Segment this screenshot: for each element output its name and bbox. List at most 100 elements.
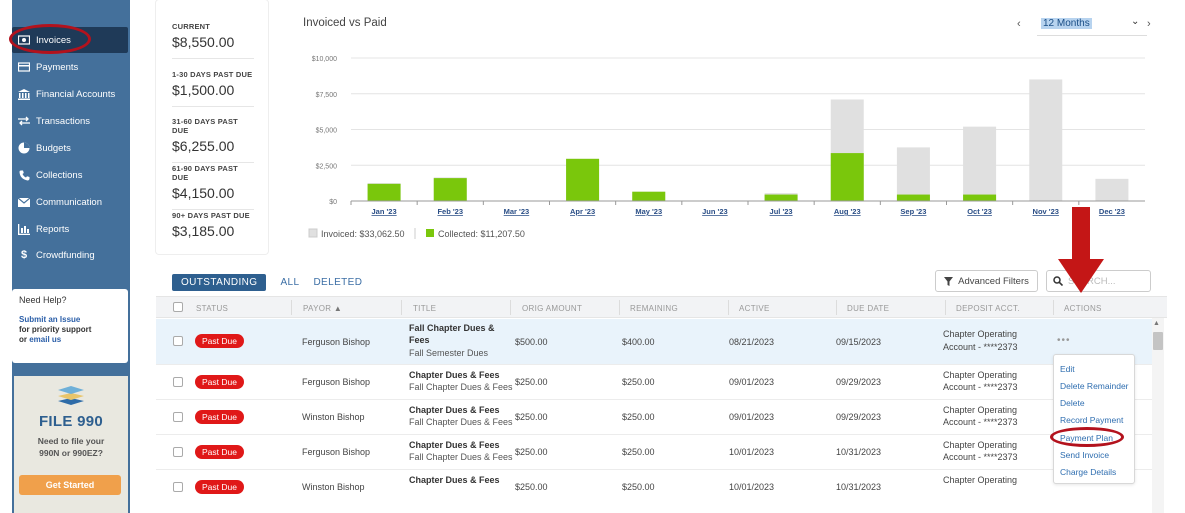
sidebar-item-collections[interactable]: Collections bbox=[12, 162, 128, 188]
menu-item-record-payment[interactable]: Record Payment bbox=[1060, 415, 1124, 425]
sidebar-item-label: Invoices bbox=[36, 34, 71, 46]
filter-icon bbox=[944, 276, 954, 286]
x-tick-label: Nov '23 bbox=[1033, 207, 1059, 216]
active-date-cell: 09/01/2023 bbox=[729, 377, 775, 387]
sidebar-item-label: Reports bbox=[36, 223, 70, 235]
column-remaining[interactable]: REMAINING bbox=[630, 304, 679, 313]
collected-bar bbox=[764, 194, 798, 201]
y-tick-label: $7,500 bbox=[316, 92, 338, 99]
summary-61-90: 61-90 DAYS PAST DUE $4,150.00 bbox=[172, 164, 254, 210]
column-actions: ACTIONS bbox=[1064, 304, 1102, 313]
invoiced-bar bbox=[896, 147, 930, 201]
menu-item-edit[interactable]: Edit bbox=[1060, 364, 1075, 374]
legend-collected-label: Collected: $11,207.50 bbox=[438, 229, 525, 239]
invoices-table-card: OUTSTANDING ALL DELETED Advanced Filters… bbox=[156, 264, 1167, 513]
x-tick-label: Jul '23 bbox=[770, 207, 793, 216]
x-tick-label: Sep '23 bbox=[900, 207, 926, 216]
sidebar-item-invoices[interactable]: Invoices bbox=[12, 27, 128, 53]
subtitle-cell: Fall Chapter Dues & Fees bbox=[409, 417, 513, 427]
collected-bar bbox=[632, 191, 666, 201]
row-checkbox[interactable] bbox=[173, 336, 183, 346]
deposit-acct-line1: Chapter Operating bbox=[943, 329, 1018, 339]
subtitle-cell: Fall Chapter Dues & Fees bbox=[409, 452, 513, 462]
payor-cell: Ferguson Bishop bbox=[302, 377, 371, 387]
table-row[interactable]: Past Due Winston Bishop Chapter Dues & F… bbox=[156, 470, 1152, 513]
sidebar-item-financial-accounts[interactable]: Financial Accounts bbox=[12, 81, 128, 107]
sidebar-item-payments[interactable]: Payments bbox=[12, 54, 128, 80]
invoiced-bar bbox=[1095, 178, 1129, 201]
row-checkbox[interactable] bbox=[173, 377, 183, 387]
collected-bar bbox=[963, 194, 997, 201]
sidebar-item-communication[interactable]: Communication bbox=[12, 189, 128, 215]
x-tick-label: Jun '23 bbox=[702, 207, 728, 216]
chart-card: Invoiced vs Paid ‹ 12 Months ⌄ › $10,000… bbox=[287, 0, 1167, 254]
table-row[interactable]: Past Due Ferguson Bishop Chapter Dues & … bbox=[156, 365, 1152, 400]
table-row[interactable]: Past Due Winston Bishop Chapter Dues & F… bbox=[156, 400, 1152, 435]
table-scrollbar[interactable]: ▲ bbox=[1152, 318, 1164, 513]
sidebar-item-label: Crowdfunding bbox=[36, 249, 95, 261]
x-tick-label: Aug '23 bbox=[834, 207, 861, 216]
or-text: or bbox=[19, 335, 27, 345]
envelope-icon bbox=[18, 196, 30, 208]
file-990-line1: Need to file your bbox=[37, 436, 105, 446]
column-title[interactable]: TITLE bbox=[413, 304, 437, 313]
sidebar-item-budgets[interactable]: Budgets bbox=[12, 135, 128, 161]
more-actions-icon[interactable]: ••• bbox=[1057, 335, 1071, 346]
sidebar-item-crowdfunding[interactable]: $ Crowdfunding bbox=[12, 242, 128, 268]
column-deposit-acct[interactable]: DEPOSIT ACCT. bbox=[956, 304, 1020, 313]
legend-invoiced-label: Invoiced: $33,062.50 bbox=[321, 229, 405, 239]
column-payor[interactable]: PAYOR ▲ bbox=[303, 304, 343, 313]
column-due-date[interactable]: DUE DATE bbox=[847, 304, 890, 313]
tab-deleted[interactable]: DELETED bbox=[313, 276, 363, 288]
scroll-thumb[interactable] bbox=[1153, 332, 1163, 350]
active-date-cell: 08/21/2023 bbox=[729, 337, 775, 347]
menu-item-send-invoice[interactable]: Send Invoice bbox=[1060, 450, 1110, 460]
summary-current: CURRENT $8,550.00 bbox=[172, 22, 254, 59]
scroll-up-icon[interactable]: ▲ bbox=[1153, 320, 1160, 327]
row-checkbox[interactable] bbox=[173, 482, 183, 492]
period-select[interactable]: 12 Months ⌄ bbox=[1037, 14, 1147, 36]
column-orig-amount[interactable]: ORIG AMOUNT bbox=[522, 304, 583, 313]
title-cell: Chapter Dues & Fees bbox=[409, 440, 500, 450]
select-all-checkbox[interactable] bbox=[173, 302, 183, 312]
column-status[interactable]: STATUS bbox=[196, 304, 229, 313]
subtitle-cell: Fall Chapter Dues & Fees bbox=[409, 382, 513, 392]
sidebar-item-reports[interactable]: Reports bbox=[12, 216, 128, 242]
menu-item-delete[interactable]: Delete bbox=[1060, 398, 1085, 408]
aging-summary-card: CURRENT $8,550.00 1-30 DAYS PAST DUE $1,… bbox=[156, 0, 268, 254]
help-box: Need Help? Submit an Issue for priority … bbox=[12, 289, 128, 363]
sidebar-item-transactions[interactable]: Transactions bbox=[12, 108, 128, 134]
summary-value: $4,150.00 bbox=[172, 185, 235, 201]
status-badge: Past Due bbox=[195, 375, 244, 389]
submit-issue-link[interactable]: Submit an Issue bbox=[19, 314, 81, 324]
orig-amount-cell: $500.00 bbox=[515, 337, 548, 347]
legend-invoiced-swatch bbox=[308, 228, 318, 238]
email-us-link[interactable]: email us bbox=[29, 335, 62, 345]
table-row[interactable]: Past Due Ferguson Bishop Fall Chapter Du… bbox=[156, 319, 1152, 365]
collected-bar bbox=[566, 158, 600, 201]
row-checkbox[interactable] bbox=[173, 447, 183, 457]
search-input[interactable]: SEARCH... bbox=[1046, 270, 1151, 292]
row-checkbox[interactable] bbox=[173, 412, 183, 422]
invoiced-bar bbox=[1029, 79, 1063, 201]
next-period-icon[interactable]: › bbox=[1147, 18, 1151, 30]
payor-cell: Winston Bishop bbox=[302, 482, 365, 492]
menu-item-payment-plan[interactable]: Payment Plan bbox=[1060, 433, 1113, 443]
prev-period-icon[interactable]: ‹ bbox=[1017, 18, 1021, 30]
advanced-filters-button[interactable]: Advanced Filters bbox=[935, 270, 1038, 292]
tab-outstanding[interactable]: OUTSTANDING bbox=[172, 273, 267, 291]
chart-title: Invoiced vs Paid bbox=[303, 17, 387, 29]
sidebar-item-label: Payments bbox=[36, 61, 79, 73]
annotation-arrow-down-icon bbox=[1058, 207, 1104, 293]
x-tick-label: Oct '23 bbox=[967, 207, 992, 216]
status-badge: Past Due bbox=[195, 445, 244, 459]
period-selector: ‹ 12 Months ⌄ › bbox=[1017, 14, 1151, 36]
table-row[interactable]: Past Due Ferguson Bishop Chapter Dues & … bbox=[156, 435, 1152, 470]
menu-item-charge-details[interactable]: Charge Details bbox=[1060, 467, 1117, 477]
get-started-button[interactable]: Get Started bbox=[19, 475, 121, 495]
search-icon bbox=[1053, 276, 1063, 286]
summary-value: $8,550.00 bbox=[172, 34, 235, 50]
menu-item-delete-remainder[interactable]: Delete Remainder bbox=[1060, 381, 1129, 391]
tab-all[interactable]: ALL bbox=[280, 276, 300, 288]
column-active[interactable]: ACTIVE bbox=[739, 304, 770, 313]
